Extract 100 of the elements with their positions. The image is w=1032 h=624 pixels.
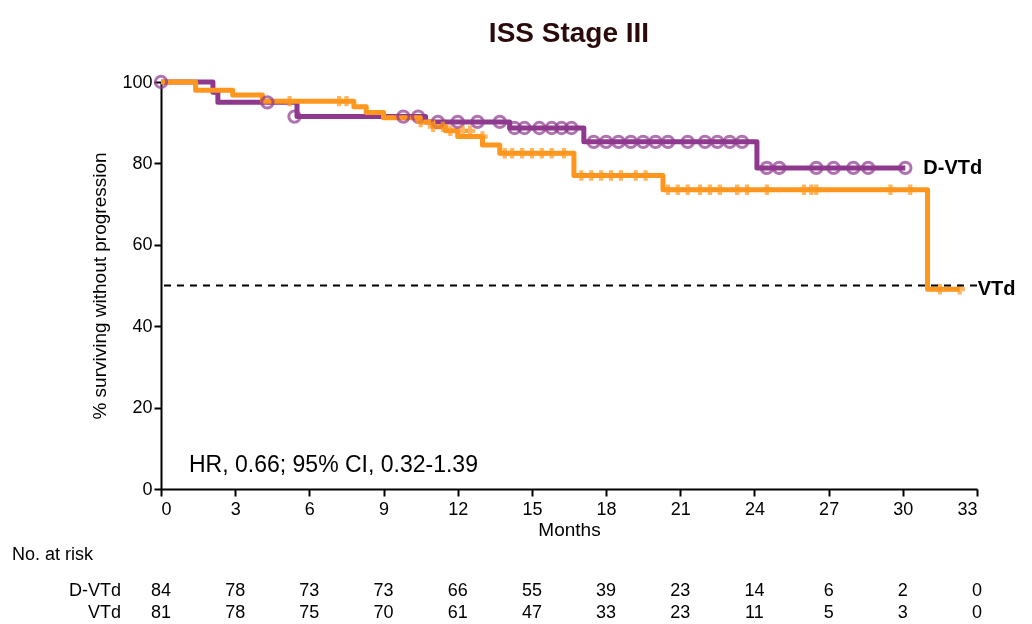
x-tick-label: 33	[957, 498, 978, 519]
text: 78	[225, 602, 246, 622]
y-tick-label: 80	[132, 152, 153, 173]
point	[415, 116, 426, 128]
point	[526, 147, 538, 159]
text: 23	[670, 602, 691, 622]
x-tick-label: 30	[893, 498, 914, 519]
y-tick-label: 60	[132, 234, 153, 255]
text: 73	[299, 580, 320, 600]
text: 39	[596, 580, 617, 600]
point	[635, 134, 651, 150]
text: 0	[971, 602, 983, 622]
text: 3	[897, 602, 908, 622]
text: 11	[745, 602, 764, 622]
point	[904, 184, 916, 196]
text: No. at risk	[12, 544, 95, 564]
x-tick-label: 15	[522, 498, 543, 519]
x-tick-label: 0	[161, 498, 172, 519]
x-tick-label: 3	[230, 498, 241, 519]
point	[648, 134, 663, 150]
point	[734, 134, 750, 150]
text: 73	[373, 580, 394, 600]
point	[287, 109, 302, 124]
text: 6	[823, 580, 834, 600]
x-tick-label: 24	[744, 498, 765, 519]
point	[450, 114, 465, 130]
point	[564, 120, 579, 136]
point	[623, 134, 639, 150]
point	[532, 120, 547, 136]
x-tick-label: 21	[670, 498, 691, 519]
point	[598, 134, 614, 150]
point	[761, 184, 773, 196]
point	[586, 134, 601, 150]
y-tick-label: 0	[142, 478, 153, 499]
point	[517, 120, 532, 136]
point	[885, 184, 896, 196]
text: 0	[971, 580, 983, 600]
series-label: D-VTd	[923, 155, 983, 178]
point	[153, 74, 169, 90]
text: 33	[596, 602, 617, 622]
point	[437, 121, 449, 133]
text: 23	[670, 580, 691, 600]
point	[260, 95, 275, 110]
text: 61	[447, 602, 468, 622]
text: 14	[744, 580, 765, 600]
y-tick-label: 100	[122, 71, 153, 92]
point	[759, 160, 775, 176]
point	[704, 184, 716, 196]
point	[506, 147, 518, 159]
point	[546, 147, 557, 159]
text: 5	[823, 602, 834, 622]
y-axis-title: % surviving without progression	[89, 152, 111, 420]
x-tick-label: 18	[596, 498, 617, 519]
point	[558, 147, 570, 159]
text: 75	[299, 602, 320, 622]
text: 55	[521, 580, 542, 600]
point	[396, 109, 411, 124]
point	[694, 184, 706, 196]
point	[898, 160, 913, 176]
point	[934, 283, 946, 295]
text: 84	[150, 580, 172, 600]
point	[771, 160, 787, 176]
point	[722, 134, 737, 150]
point	[680, 134, 695, 150]
text: D-VTd	[68, 580, 121, 600]
text: 66	[447, 580, 468, 600]
point	[554, 120, 569, 136]
point	[410, 109, 426, 124]
point	[516, 147, 528, 159]
point	[470, 114, 485, 130]
point	[341, 95, 352, 107]
point	[710, 134, 725, 150]
point	[861, 160, 876, 176]
text: 81	[150, 602, 172, 622]
y-tick-label: 20	[132, 397, 153, 418]
x-axis-title: Months	[538, 518, 601, 540]
x-tick-label: 27	[819, 498, 840, 519]
point	[826, 160, 841, 176]
point	[741, 184, 753, 196]
text: 70	[373, 602, 394, 622]
x-tick-label: 9	[379, 498, 390, 519]
point	[809, 160, 824, 176]
text: 47	[521, 602, 542, 622]
point	[697, 134, 713, 150]
series-label: VTd	[977, 277, 1016, 300]
point	[846, 160, 861, 176]
point	[427, 121, 439, 133]
point	[611, 134, 626, 150]
point	[492, 114, 507, 130]
point	[660, 134, 676, 150]
point	[544, 120, 559, 136]
point	[507, 120, 522, 136]
point	[682, 184, 693, 196]
point	[714, 184, 726, 196]
text: 2	[897, 580, 908, 600]
y-tick-label: 40	[132, 315, 153, 336]
text: VTd	[87, 602, 121, 622]
annotation: HR, 0.66; 95% CI, 0.32-1.39	[189, 451, 478, 477]
text: 78	[225, 580, 246, 600]
point	[731, 184, 743, 196]
